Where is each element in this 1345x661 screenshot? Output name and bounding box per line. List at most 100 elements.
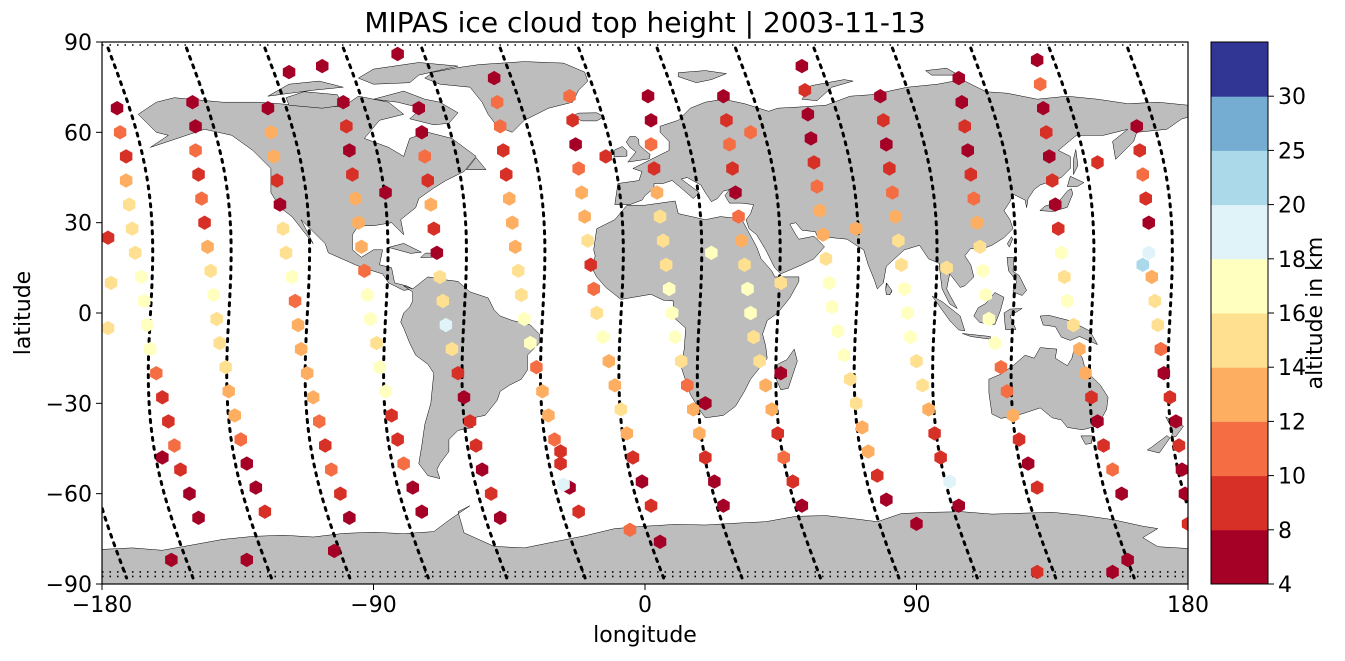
cloud-point-5-12 [530, 360, 543, 375]
cloud-point-2-10 [294, 341, 308, 357]
cloud-point-8-17 [795, 498, 809, 513]
colorbar-segment [1211, 475, 1268, 531]
cloud-point-6-17 [644, 498, 658, 513]
y-tick-label: −90 [46, 573, 92, 598]
cloud-point-12-0 [1030, 52, 1044, 68]
cloud-point-7-0 [641, 89, 655, 104]
cloud-point-4-0 [412, 101, 425, 116]
cloud-point-0-15 [174, 462, 187, 477]
cloud-point-8-15 [777, 450, 790, 465]
land-victoria-island [285, 91, 344, 109]
cloud-point-9-0 [795, 58, 809, 74]
cloud-point-1-5 [198, 215, 211, 230]
cloud-point-4-8 [436, 293, 450, 309]
cloud-point-4-17 [494, 510, 507, 525]
cloud-point-4-15 [475, 462, 489, 477]
x-tick-label: −180 [72, 593, 132, 618]
cloud-point-9-1 [798, 83, 812, 98]
cloud-point-10-11 [910, 354, 923, 369]
cloud-point-0-17 [192, 510, 205, 525]
cloud-point-7-9 [665, 305, 679, 321]
colorbar-tick-label: 12 [1278, 410, 1306, 435]
cloud-point-1-4 [195, 191, 208, 206]
cloud-point-8-2 [723, 137, 736, 152]
cloud-point-1-18 [156, 450, 169, 465]
cloud-point-6-2 [569, 137, 582, 152]
cloud-point-10-0 [874, 89, 887, 104]
cloud-point-0-11 [150, 366, 163, 381]
cloud-point-10-3 [883, 161, 896, 176]
cloud-point-1-14 [234, 432, 247, 447]
cloud-point-3-12 [379, 384, 392, 399]
cloud-point-9-17 [871, 468, 884, 483]
cloud-point-12-1 [1033, 77, 1047, 92]
cloud-point-0-1 [113, 125, 127, 140]
cloud-point-6-16 [635, 474, 649, 489]
cloud-point-3-16 [406, 480, 419, 495]
cloud-point-2-7 [285, 269, 299, 285]
cloud-point-13-4 [1142, 215, 1155, 230]
cloud-point-6-15 [626, 450, 640, 465]
cloud-point-6-14 [620, 426, 634, 441]
land-masses [102, 61, 1188, 584]
cloud-point-13-12 [1169, 414, 1183, 429]
cloud-point-2-6 [279, 245, 293, 260]
cloud-point-10-8 [898, 281, 911, 297]
cloud-point-13-0 [1130, 119, 1143, 134]
colorbar-tick-label: 10 [1278, 465, 1306, 490]
cloud-point-0-3 [119, 173, 133, 188]
cloud-point-0-12 [156, 390, 169, 405]
cloud-point-12-16 [1097, 438, 1110, 453]
colorbar-segment [1211, 529, 1268, 585]
cloud-point-1-12 [222, 384, 235, 399]
cloud-point-6-13 [614, 402, 628, 417]
cloud-point-1-0 [186, 95, 199, 110]
cloud-point-12-4 [1043, 149, 1056, 164]
cloud-point-1-3 [192, 167, 205, 182]
cloud-point-10-18 [910, 516, 923, 531]
track-8 [734, 46, 822, 580]
colorbar-segment [1211, 42, 1268, 97]
y-tick-label: 90 [64, 31, 92, 56]
cloud-point-11-18 [940, 260, 953, 275]
cloud-point-6-9 [590, 305, 603, 321]
x-tick-label: 180 [1167, 593, 1209, 618]
cloud-point-13-16 [1181, 516, 1188, 531]
cloud-point-13-17 [1136, 257, 1149, 272]
cloud-point-9-19 [774, 275, 787, 291]
track-0 [106, 46, 195, 580]
cloud-point-7-10 [668, 329, 682, 345]
colorbar-segment [1211, 421, 1268, 477]
cloud-point-13-15 [1178, 486, 1188, 501]
cloud-point-12-10 [1061, 293, 1074, 309]
cloud-point-3-19 [328, 543, 341, 559]
colorbar-tick-label: 14 [1278, 356, 1306, 381]
cloud-point-10-19 [849, 221, 863, 236]
cloud-point-2-2 [267, 149, 281, 164]
cloud-point-12-6 [1049, 197, 1062, 212]
cloud-point-1-9 [210, 311, 223, 327]
cloud-point-10-5 [889, 209, 902, 224]
cloud-point-5-0 [487, 70, 501, 86]
cloud-point-9-2 [801, 107, 815, 122]
cloud-point-1-13 [228, 408, 241, 423]
x-tick-label: 90 [903, 593, 931, 618]
cloud-point-3-14 [391, 432, 404, 447]
cloud-point-2-17 [343, 510, 356, 525]
cloud-point-7-11 [675, 354, 688, 369]
satellite-tracks [102, 44, 1188, 580]
cloud-point-9-16 [862, 444, 875, 459]
cloud-point-9-13 [843, 372, 857, 387]
cloud-point-7-17 [717, 498, 730, 513]
land-africa [591, 200, 800, 419]
track-10 [890, 46, 979, 580]
cloud-point-9-7 [816, 227, 830, 242]
cloud-point-13-18 [1121, 552, 1134, 568]
cloud-point-1-1 [189, 119, 202, 134]
cloud-point-4-1 [415, 125, 428, 140]
cloud-point-11-13 [1000, 384, 1014, 399]
land-taiwan [1007, 236, 1013, 248]
cloud-point-11-2 [958, 119, 971, 134]
cloud-point-6-5 [578, 209, 591, 224]
